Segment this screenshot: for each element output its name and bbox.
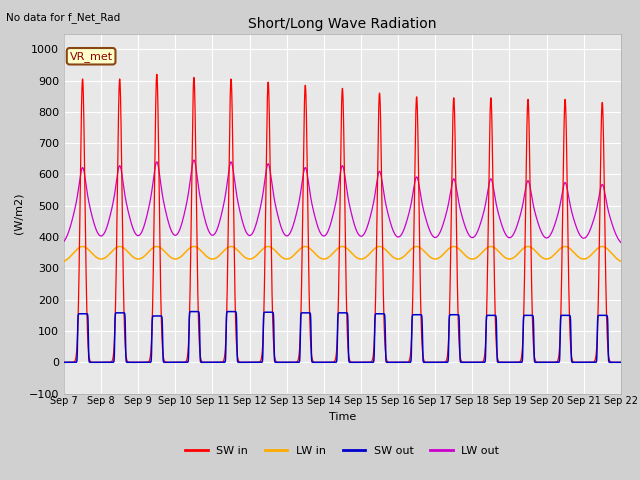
Y-axis label: (W/m2): (W/m2)	[13, 193, 23, 234]
Text: No data for f_Net_Rad: No data for f_Net_Rad	[6, 12, 121, 23]
Text: VR_met: VR_met	[70, 51, 113, 62]
Title: Short/Long Wave Radiation: Short/Long Wave Radiation	[248, 17, 436, 31]
X-axis label: Time: Time	[329, 412, 356, 422]
Legend: SW in, LW in, SW out, LW out: SW in, LW in, SW out, LW out	[181, 441, 504, 460]
